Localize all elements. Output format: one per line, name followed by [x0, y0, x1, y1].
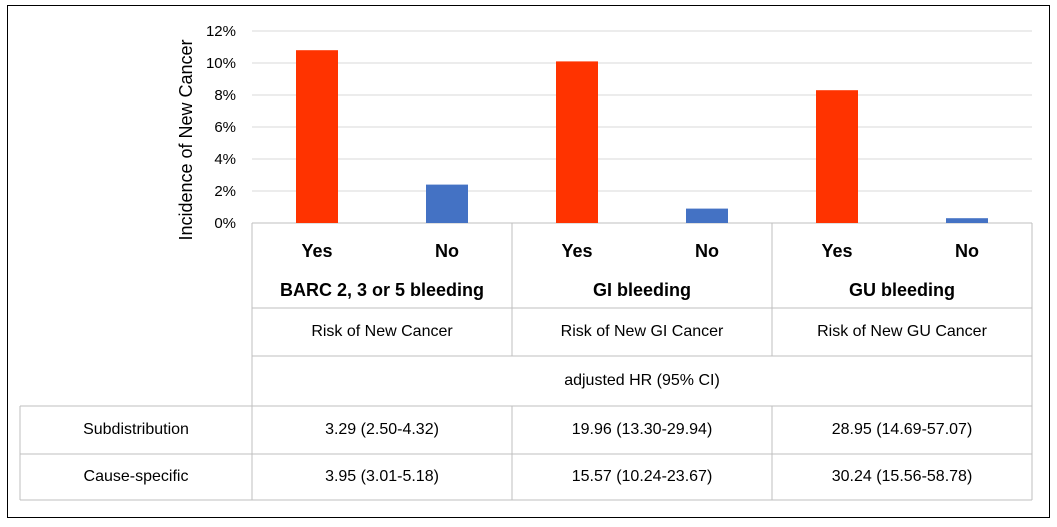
category-label: Yes: [821, 240, 853, 261]
y-tick-label: 8%: [214, 87, 236, 104]
group-label: GU bleeding: [848, 279, 955, 300]
row-label-subdistribution: Subdistribution: [83, 421, 189, 438]
category-label: Yes: [301, 240, 333, 261]
bar-no: [426, 184, 468, 223]
category-label: No: [695, 240, 719, 261]
bar-yes: [556, 61, 598, 224]
y-tick-label: 2%: [214, 183, 236, 200]
table-cell: 19.96 (13.30-29.94): [571, 421, 713, 438]
table-cell: 30.24 (15.56-58.78): [831, 468, 973, 485]
y-tick-label: 6%: [214, 119, 236, 136]
category-label: No: [955, 240, 979, 261]
category-label: Yes: [561, 240, 593, 261]
table-cell: 3.95 (3.01-5.18): [325, 468, 439, 485]
table-cell: 15.57 (10.24-23.67): [571, 468, 713, 485]
table-borders: [19, 223, 1033, 501]
y-tick-label: 4%: [214, 151, 236, 168]
hr-header: adjusted HR (95% CI): [564, 372, 720, 389]
y-tick-label: 10%: [206, 55, 236, 72]
group-label: GI bleeding: [592, 279, 691, 300]
bar-no: [686, 208, 728, 223]
risk-label: Risk of New GU Cancer: [817, 323, 987, 340]
bar-yes: [816, 90, 858, 223]
y-tick-label: 12%: [206, 23, 236, 40]
y-axis-label: Incidence of New Cancer: [176, 39, 196, 240]
gridlines: [252, 30, 1032, 224]
figure-frame: [7, 5, 1050, 518]
bars: [296, 50, 988, 224]
y-tick-label: 0%: [214, 215, 236, 232]
risk-label: Risk of New GI Cancer: [560, 323, 724, 340]
row-label-cause-specific: Cause-specific: [83, 468, 189, 485]
bar-yes: [296, 50, 338, 224]
category-label: No: [435, 240, 459, 261]
group-label: BARC 2, 3 or 5 bleeding: [279, 279, 485, 300]
table-cell: 28.95 (14.69-57.07): [831, 421, 973, 438]
y-tick-labels: 0% 2% 4% 6% 8% 10% 12%: [206, 23, 236, 232]
table-cell: 3.29 (2.50-4.32): [325, 421, 439, 438]
bar-no: [946, 218, 988, 223]
risk-label: Risk of New Cancer: [311, 323, 453, 340]
